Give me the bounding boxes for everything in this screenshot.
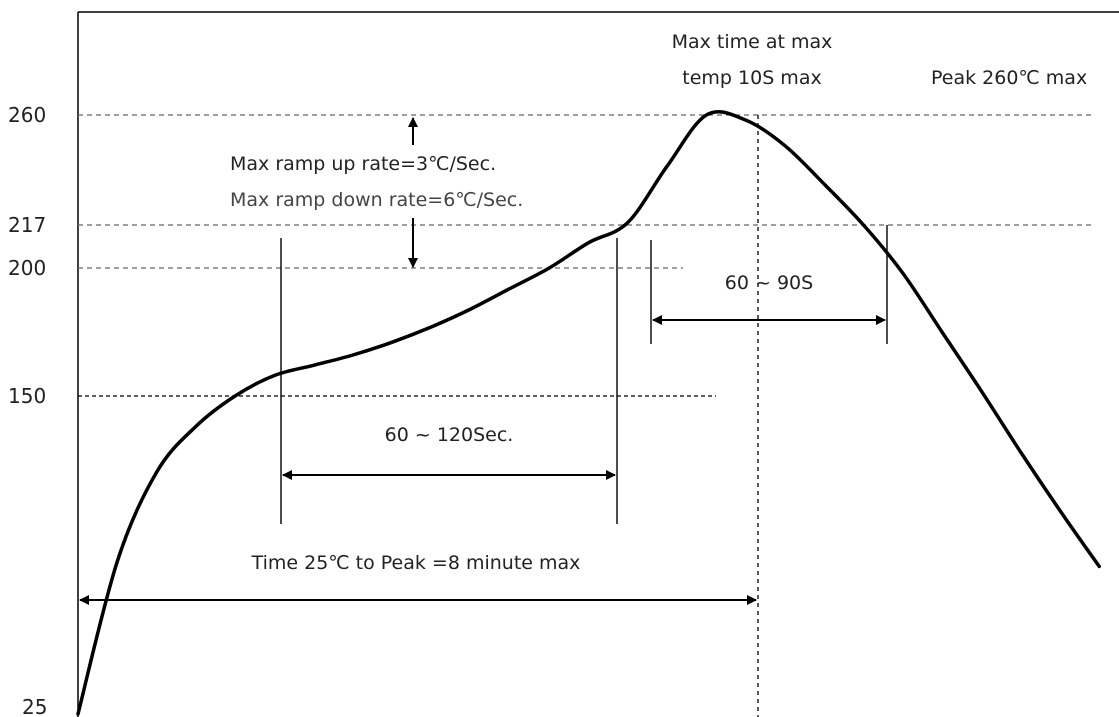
ramp-down-label: Max ramp down rate=6℃/Sec. (230, 189, 523, 211)
peak-time-label-line1: Max time at max (672, 31, 833, 53)
reference-lines (78, 114, 1092, 717)
y-tick-260: 260 (8, 103, 46, 127)
y-tick-labels: 260 217 200 150 25 (8, 103, 47, 717)
peak-time-label-line2: temp 10S max (682, 67, 821, 89)
total-time-label: Time 25℃ to Peak =8 minute max (251, 552, 581, 574)
peak-label: Peak 260℃ max (931, 67, 1087, 89)
y-tick-150: 150 (8, 384, 46, 408)
liquidus-time-label: 60 ~ 90S (725, 272, 813, 294)
y-tick-25: 25 (22, 695, 47, 717)
y-tick-217: 217 (8, 213, 46, 237)
y-tick-200: 200 (8, 256, 46, 280)
temperature-profile-line (76, 110, 1101, 716)
ramp-up-label: Max ramp up rate=3℃/Sec. (230, 153, 496, 175)
preheat-time-label: 60 ~ 120Sec. (385, 424, 514, 446)
